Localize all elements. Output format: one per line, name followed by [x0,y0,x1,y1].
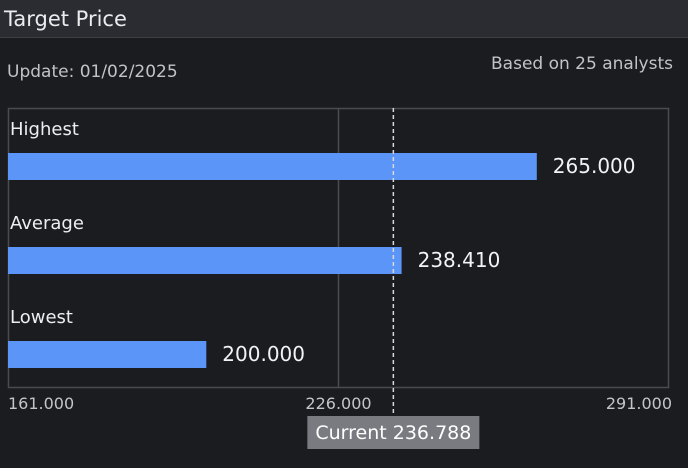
value-label: 238.410 [418,248,501,272]
category-label: Average [10,213,84,234]
bar-average [8,247,402,274]
bar-lowest [8,341,207,368]
bar-highest [8,153,537,180]
current-price-badge [307,416,480,449]
value-label: 200.000 [222,342,305,366]
category-label: Highest [10,119,79,140]
current-price-label: Current 236.788 [315,422,471,444]
x-tick-label: 226.000 [305,394,371,413]
update-date: Update: 01/02/2025 [7,62,178,82]
value-label: 265.000 [553,154,636,178]
analyst-count: Based on 25 analysts [491,54,673,74]
x-tick-label: 161.000 [8,394,74,413]
page-title: Target Price [4,7,127,31]
category-label: Lowest [10,307,73,328]
x-tick-label: 291.000 [606,394,672,413]
header-bar: Target Price [0,0,688,38]
